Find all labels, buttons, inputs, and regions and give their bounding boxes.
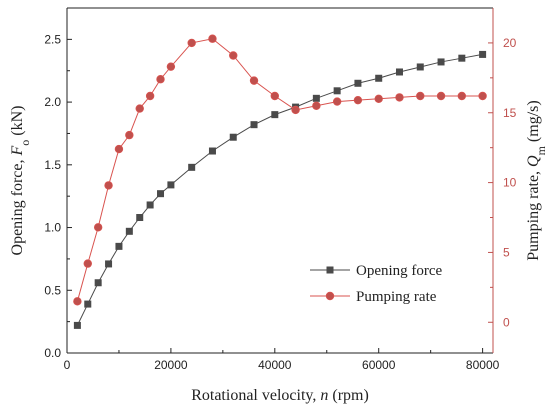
legend-marker-opening-force [326,266,334,274]
data-point-opening-force [250,121,258,129]
data-point-opening-force [312,94,320,102]
data-point-opening-force [105,260,113,268]
data-point-opening-force [146,201,154,209]
legend-label-opening-force: Opening force [356,263,443,279]
data-point-pumping-rate [135,104,144,113]
data-point-pumping-rate [73,297,82,306]
data-point-pumping-rate [187,38,196,48]
data-point-pumping-rate [416,91,425,101]
right-y-tick-label: 5 [503,245,510,259]
left-y-tick-label: 2.5 [44,32,61,46]
data-point-pumping-rate [395,93,404,102]
data-point-opening-force [437,58,445,66]
x-axis-ticks: 0 20000 40000 60000 80000 [64,348,500,372]
legend: Opening force Pumping rate [310,263,443,305]
data-point-opening-force [229,133,237,141]
data-point-opening-force [136,214,144,222]
data-point-opening-force [167,181,175,189]
legend-marker-pumping-rate [325,291,335,301]
data-point-pumping-rate [374,94,383,103]
data-point-pumping-rate [156,75,165,84]
data-point-opening-force [125,227,133,235]
data-point-pumping-rate [125,130,134,140]
left-y-tick-label: 0.5 [44,283,61,297]
data-point-pumping-rate [104,181,113,190]
x-tick-label: 20000 [154,358,188,372]
data-point-opening-force [73,321,81,329]
data-point-opening-force [84,300,92,308]
data-point-pumping-rate [83,259,92,268]
left-y-axis-title-prefix: Opening force, [9,156,26,256]
data-point-opening-force [395,68,403,76]
data-point-opening-force [333,87,341,95]
legend-label-pumping-rate: Pumping rate [356,289,437,305]
data-point-pumping-rate [291,105,300,115]
x-axis-title: Rotational velocity, n (rpm) [191,387,369,404]
data-point-pumping-rate [312,101,321,110]
data-point-pumping-rate [332,97,342,106]
left-y-axis-title-symbol: F [9,146,26,157]
data-point-opening-force [479,50,487,58]
right-y-axis-title-sub: m [534,145,548,155]
x-tick-label: 60000 [362,358,396,372]
right-y-axis-title-suffix: (mg/s) [525,100,542,146]
left-y-tick-label: 2.0 [44,95,61,109]
data-point-opening-force [94,279,102,287]
x-axis-title-suffix: (rpm) [328,387,368,404]
data-point-opening-force [208,147,216,155]
data-point-pumping-rate [208,34,217,43]
x-tick-label: 80000 [466,358,500,372]
x-axis-title-prefix: Rotational velocity, [191,387,320,404]
data-point-opening-force [354,79,362,87]
data-point-opening-force [115,242,123,250]
right-y-tick-label: 15 [503,106,517,120]
data-point-pumping-rate [166,62,176,71]
data-point-pumping-rate [114,144,124,154]
left-y-tick-label: 1.5 [44,158,61,172]
right-y-axis-title-symbol: Q [525,155,542,167]
left-y-tick-label: 1.0 [44,221,61,235]
left-y-axis-ticks: 0.0 0.5 1.0 1.5 2.0 2.5 [44,32,72,360]
x-tick-label: 40000 [258,358,292,372]
series-line-pumping-rate [76,38,483,302]
data-point-pumping-rate [229,51,238,60]
data-point-opening-force [458,54,466,62]
data-point-opening-force [375,74,383,82]
data-point-pumping-rate [436,91,446,101]
right-y-axis-title: Pumping rate, Qm (mg/s) [525,100,548,260]
data-point-pumping-rate [478,91,487,101]
data-point-pumping-rate [249,76,259,85]
right-y-axis-ticks: 0 5 10 15 20 [488,36,517,329]
data-point-pumping-rate [270,91,280,101]
data-point-opening-force [157,190,165,198]
left-y-axis-title-sub: o [18,140,32,146]
data-point-opening-force [188,163,196,171]
data-point-pumping-rate [145,91,155,101]
x-tick-label: 0 [64,358,71,372]
data-point-pumping-rate [93,223,103,232]
right-y-tick-label: 10 [503,176,517,190]
data-point-pumping-rate [457,91,467,101]
data-point-opening-force [416,63,424,71]
series-layer [73,34,487,329]
x-axis-title-symbol: n [320,387,328,404]
right-y-tick-label: 0 [503,315,510,329]
left-y-tick-label: 0.0 [44,346,61,360]
data-point-pumping-rate [353,95,363,105]
left-y-axis-title-suffix: (kN) [9,106,26,140]
data-point-opening-force [271,111,279,119]
right-y-axis-title-prefix: Pumping rate, [525,167,542,261]
right-y-tick-label: 20 [503,36,517,50]
left-y-axis-title: Opening force, Fo (kN) [9,106,32,256]
plot-frame [66,7,494,354]
